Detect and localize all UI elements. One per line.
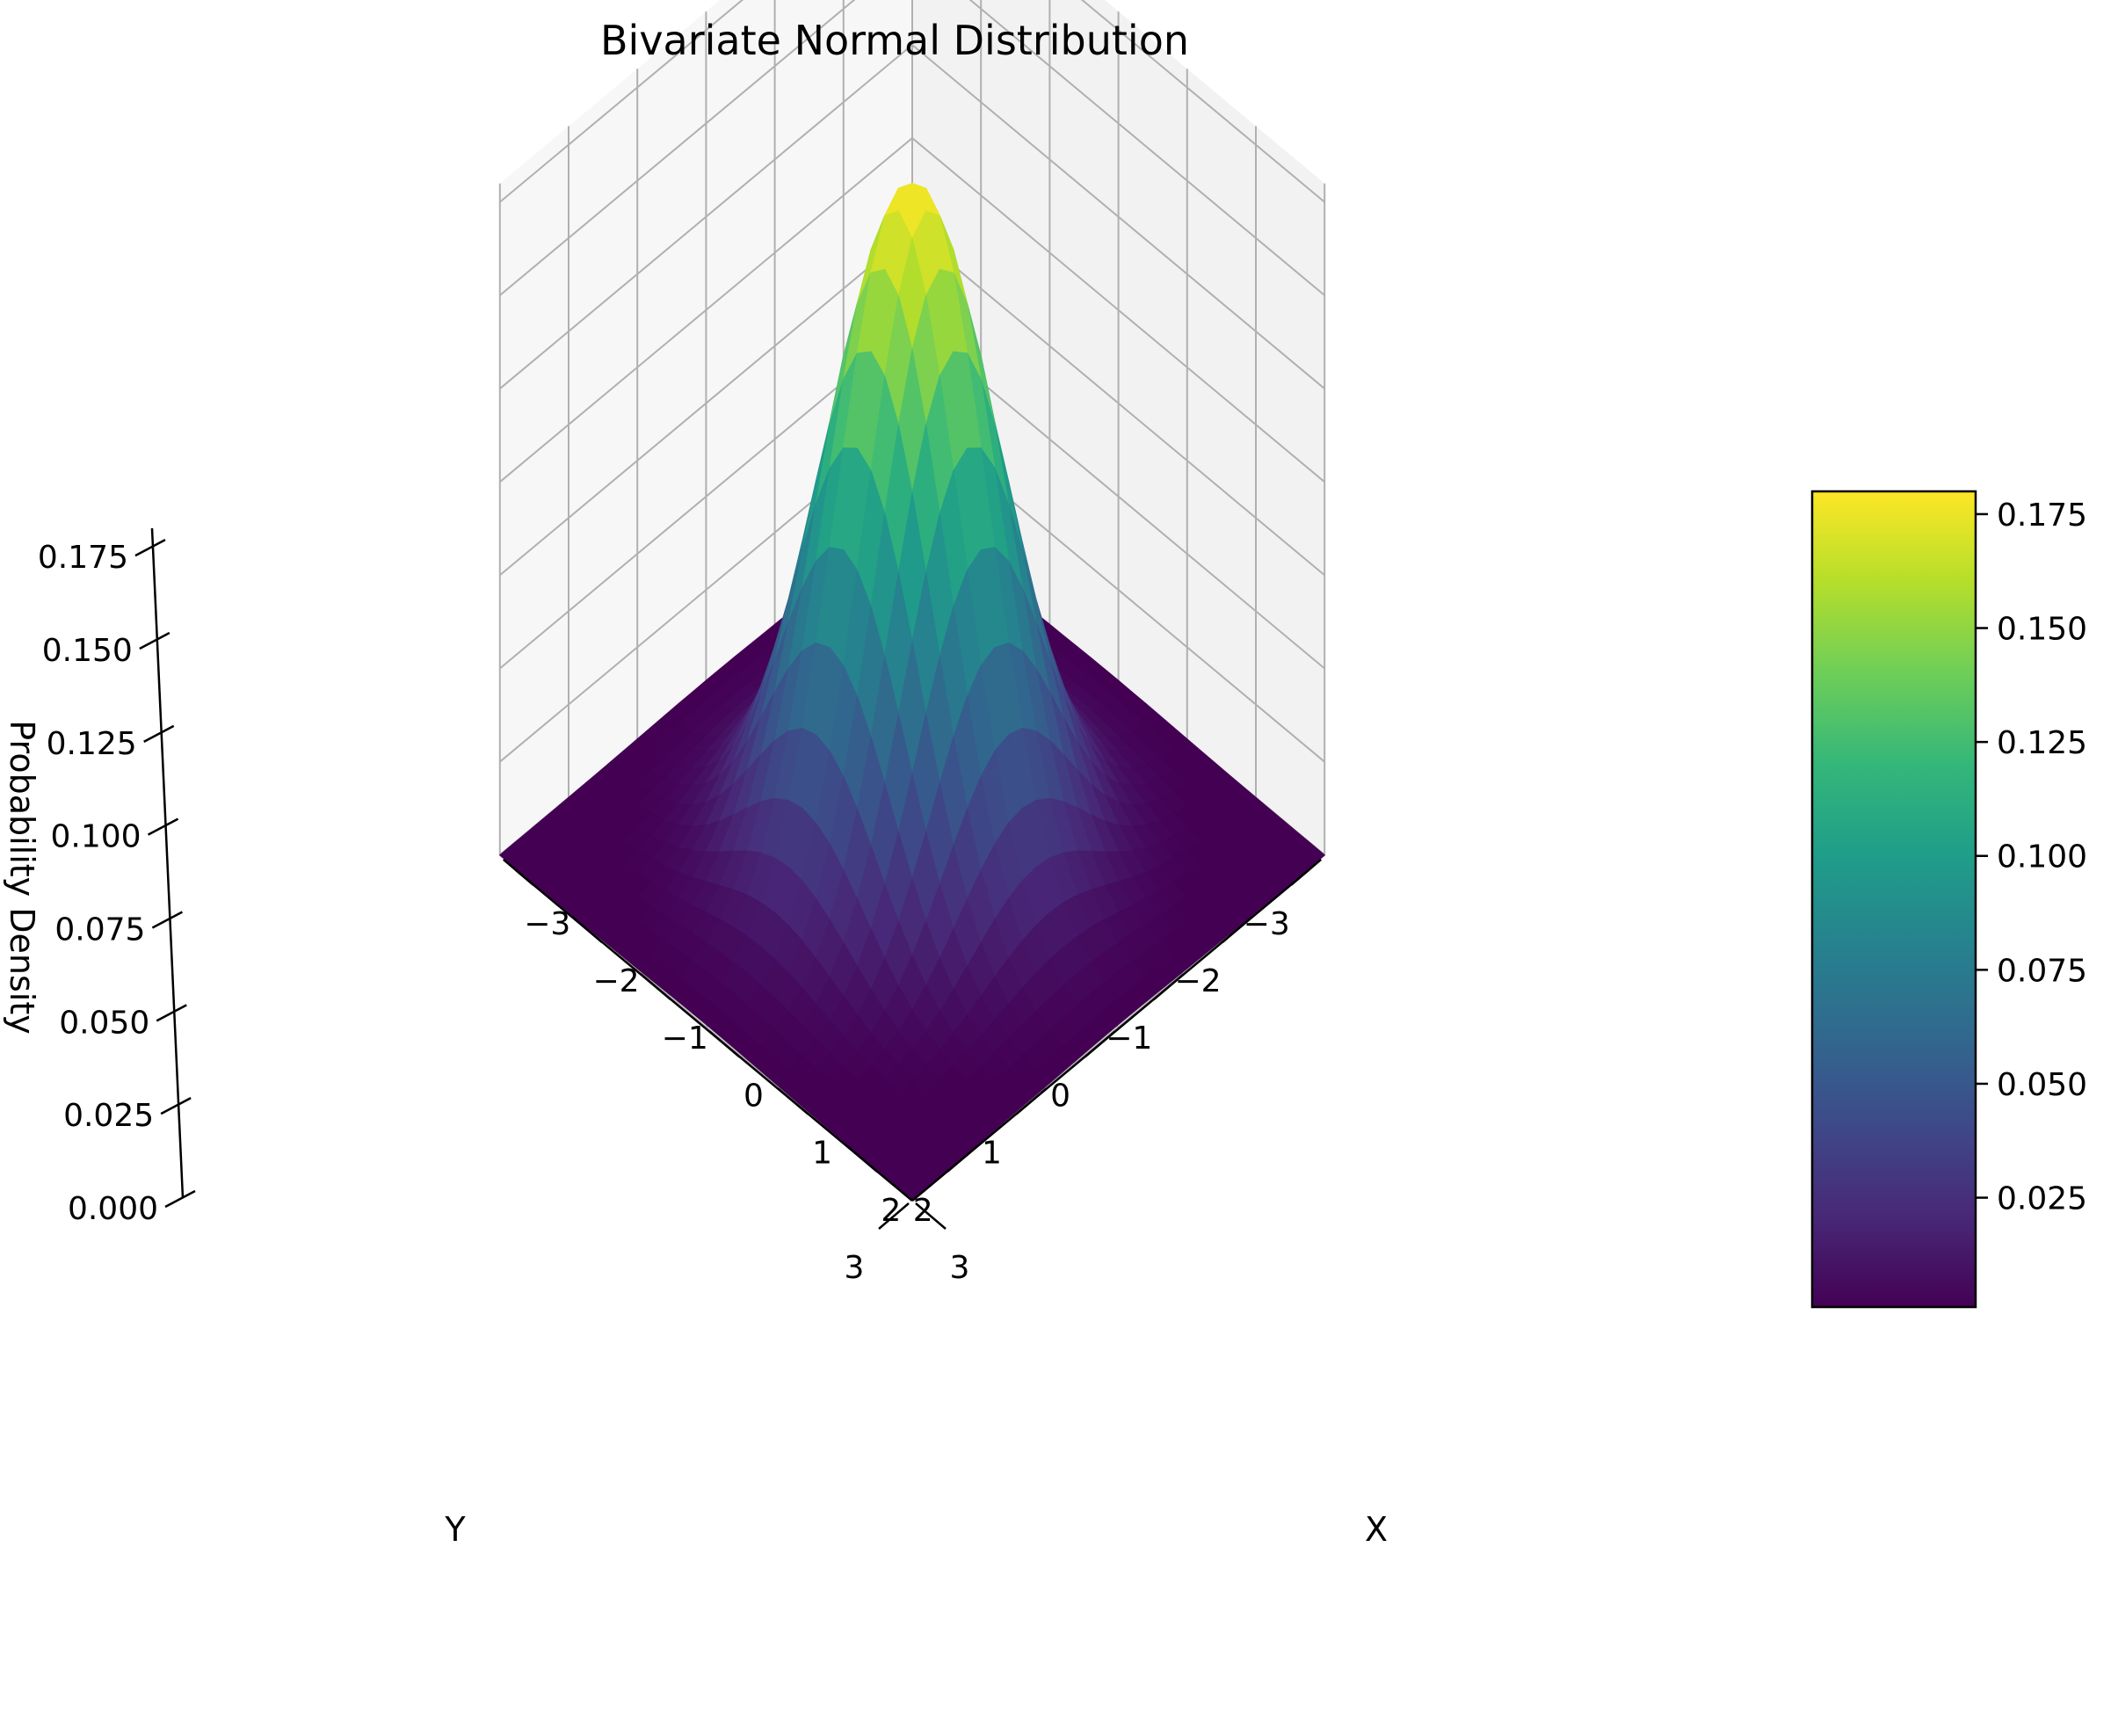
z-axis-label: Probability Density <box>3 720 41 1034</box>
z-tick-label: 0.100 <box>50 819 141 855</box>
colorbar-tick-label: 0.050 <box>1997 1067 2087 1103</box>
x-tick <box>845 1144 878 1173</box>
x-tick <box>640 973 672 1001</box>
y-tick <box>1222 916 1253 943</box>
colorbar-tick-label: 0.150 <box>1997 612 2087 648</box>
z-tick <box>139 631 170 650</box>
chart-title: Bivariate Normal Distribution <box>600 17 1189 64</box>
z-tick <box>147 817 179 836</box>
y-tick <box>1084 1030 1116 1058</box>
x-tick <box>915 1202 947 1230</box>
z-tick <box>134 539 166 557</box>
colorbar-tick-label: 0.025 <box>1997 1181 2087 1217</box>
z-tick-label: 0.125 <box>47 726 137 762</box>
x-tick <box>777 1087 809 1115</box>
x-tick-label: 3 <box>950 1250 970 1286</box>
y-tick <box>878 1202 910 1230</box>
z-tick-label: 0.050 <box>59 1005 149 1041</box>
colorbar-tick-label: 0.075 <box>1997 953 2087 989</box>
y-tick-label: 0 <box>1050 1078 1070 1114</box>
y-tick <box>947 1144 979 1173</box>
x-axis-label: X <box>1365 1510 1388 1549</box>
y-tick <box>1015 1087 1048 1115</box>
x-tick-label: 0 <box>743 1078 764 1114</box>
colorbar: 0.025 0.050 0.075 0.100 0.125 0.150 0.175 <box>1810 490 2087 1309</box>
x-tick <box>571 916 603 943</box>
z-gridline <box>499 43 1325 389</box>
z-tick-label: 0.000 <box>68 1191 158 1227</box>
y-tick-label: 1 <box>982 1136 1002 1172</box>
z-tick <box>151 911 184 929</box>
x-tick-label: 2 <box>881 1193 901 1229</box>
y-tick-label: 3 <box>845 1250 865 1286</box>
y-tick-label: −1 <box>1106 1021 1152 1057</box>
z-tick <box>164 1189 196 1209</box>
y-tick <box>1290 858 1323 886</box>
z-tick-label: 0.150 <box>42 633 133 669</box>
y-tick-label: −2 <box>1174 963 1221 999</box>
surface-plot <box>499 183 1325 1200</box>
x-tick-label: −1 <box>662 1021 708 1057</box>
x-tick-label: −2 <box>592 963 639 999</box>
z-tick <box>143 724 175 743</box>
x-tick-label: 1 <box>812 1136 832 1172</box>
y-tick-label: −3 <box>1244 906 1290 942</box>
z-tick-label: 0.075 <box>54 912 145 948</box>
colorbar-tick-label: 0.175 <box>1997 498 2087 534</box>
z-tick <box>156 1004 187 1022</box>
z-tick-label: 0.025 <box>63 1098 154 1134</box>
x-tick <box>708 1030 741 1058</box>
surface-patch <box>897 1175 927 1200</box>
y-tick <box>1152 973 1185 1001</box>
z-gridline <box>499 136 1325 483</box>
y-tick-label: 2 <box>913 1193 933 1229</box>
colorbar-gradient <box>1810 490 1977 1309</box>
z-gridline <box>499 0 1325 296</box>
z-tick-label: 0.175 <box>38 540 128 576</box>
axes: −3−2−10123−3−2−101230.0000.0250.0500.075… <box>38 527 1323 1286</box>
x-tick <box>502 858 534 886</box>
colorbar-tick-label: 0.125 <box>1997 725 2087 761</box>
y-axis-label: Y <box>444 1510 466 1549</box>
z-tick <box>160 1097 192 1115</box>
x-tick-label: −3 <box>524 906 570 942</box>
colorbar-tick-label: 0.100 <box>1997 839 2087 875</box>
z-gridline <box>499 0 1325 203</box>
